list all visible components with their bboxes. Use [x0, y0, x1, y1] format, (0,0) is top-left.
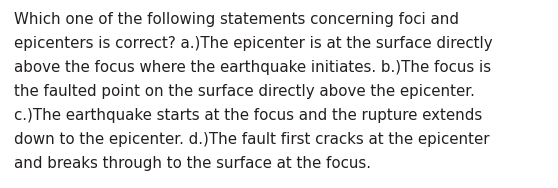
Text: and breaks through to the surface at the focus.: and breaks through to the surface at the…: [14, 156, 371, 171]
Text: above the focus where the earthquake initiates. b.)The focus is: above the focus where the earthquake ini…: [14, 60, 491, 75]
Text: the faulted point on the surface directly above the epicenter.: the faulted point on the surface directl…: [14, 84, 475, 99]
Text: down to the epicenter. d.)The fault first cracks at the epicenter: down to the epicenter. d.)The fault firs…: [14, 132, 489, 147]
Text: epicenters is correct? a.)The epicenter is at the surface directly: epicenters is correct? a.)The epicenter …: [14, 36, 493, 51]
Text: c.)The earthquake starts at the focus and the rupture extends: c.)The earthquake starts at the focus an…: [14, 108, 482, 123]
Text: Which one of the following statements concerning foci and: Which one of the following statements co…: [14, 12, 459, 27]
